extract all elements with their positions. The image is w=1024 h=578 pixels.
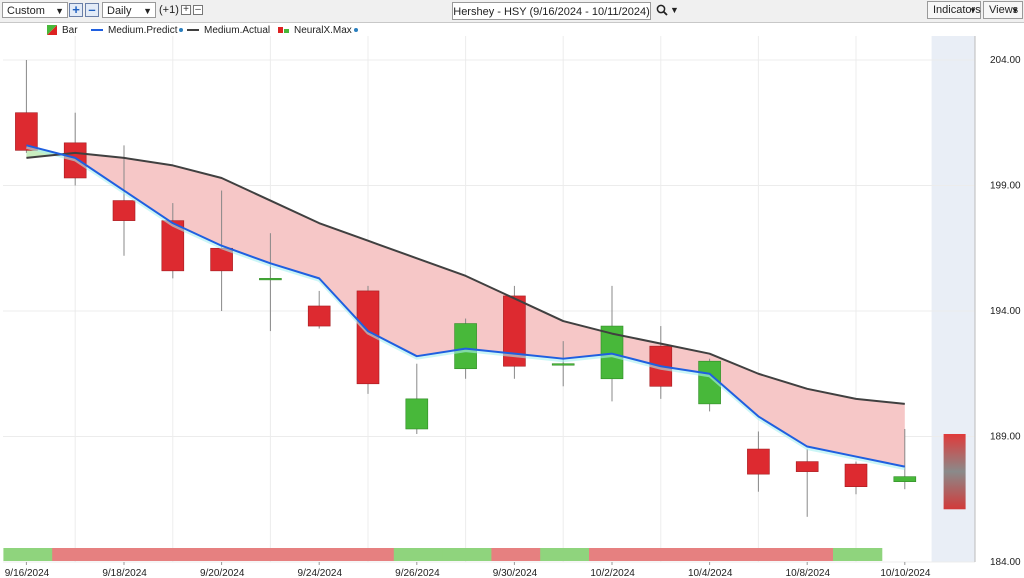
indicators-button[interactable]: Indicators ▼ (927, 1, 981, 19)
x-tick-label: 9/24/2024 (298, 568, 343, 578)
y-tick-label: 204.00 (990, 55, 1021, 66)
zoom-in-button[interactable]: + (69, 3, 83, 17)
info-dot-icon (179, 28, 184, 33)
candle-body (454, 323, 477, 370)
interval-value: Daily (107, 5, 132, 17)
candle-body (795, 461, 819, 472)
x-tick-label: 9/26/2024 (395, 568, 440, 578)
offset-plus-button[interactable]: + (181, 5, 191, 15)
signal-band-cell (198, 548, 248, 561)
signal-band-cell (833, 548, 883, 561)
x-tick-label: 9/16/2024 (5, 568, 50, 578)
candle-body (844, 463, 868, 487)
toolbar: Custom ▼ + – Daily ▼ (+1) + – Hershey - … (0, 0, 1024, 23)
candle-body (893, 476, 917, 482)
legend-item-neuralx-max[interactable]: NeuralX.Max (278, 25, 358, 36)
legend-item-medium-predict[interactable]: Medium.Predict (91, 25, 184, 36)
y-tick-label: 184.00 (990, 557, 1021, 568)
views-label: Views (989, 4, 1019, 16)
candle-body (307, 305, 331, 327)
y-tick-label: 199.00 (990, 181, 1021, 192)
signal-band-cell (149, 548, 200, 561)
signal-band-cell (247, 548, 297, 561)
x-tick-label: 10/10/2024 (880, 568, 930, 578)
chart-title: Hershey - HSY (9/16/2024 - 10/11/2024) (452, 2, 651, 20)
candle-body (747, 448, 770, 475)
forecast-range-bar (943, 433, 966, 510)
candle-body (112, 200, 136, 221)
candle-body (551, 363, 575, 366)
legend-item-bar[interactable]: Bar (47, 25, 78, 36)
x-tick-label: 9/30/2024 (493, 568, 538, 578)
candle-body (405, 398, 429, 430)
signal-band-cell (3, 548, 53, 561)
x-tick-label: 10/4/2024 (688, 568, 733, 578)
signal-band-cell (540, 548, 590, 561)
x-tick-label: 10/8/2024 (786, 568, 831, 578)
signal-band-cell (735, 548, 785, 561)
candle-body (503, 295, 526, 367)
chevron-down-icon: ▼ (1011, 6, 1019, 15)
candle-body (15, 112, 38, 151)
offset-minus-button[interactable]: – (193, 5, 203, 15)
signal-band-cell (296, 548, 346, 561)
period-value: Custom (7, 5, 45, 17)
signal-band-cell (345, 548, 395, 561)
signal-band-cell (637, 548, 688, 561)
fill-actual-above-predict (75, 152, 905, 467)
signal-band-cell (393, 548, 444, 561)
line-swatch-icon (187, 29, 199, 32)
signal-band-cell (784, 548, 834, 561)
fill-predict-above-actual (26, 145, 76, 158)
x-tick-label: 9/18/2024 (102, 568, 147, 578)
period-dropdown[interactable]: Custom ▼ (2, 2, 68, 18)
candle-body (259, 278, 282, 281)
interval-dropdown[interactable]: Daily ▼ (102, 2, 156, 18)
series-line-medium-predict (26, 144, 906, 468)
zoom-out-button[interactable]: – (85, 3, 99, 17)
chevron-down-icon: ▼ (969, 6, 977, 15)
signal-band-cell (589, 548, 639, 561)
neuralx-swatch-icon (278, 27, 289, 34)
candle-body (161, 220, 185, 272)
y-tick-label: 189.00 (990, 432, 1021, 443)
legend-item-medium-actual[interactable]: Medium.Actual (187, 25, 270, 36)
info-dot-icon (353, 28, 358, 33)
chevron-down-icon: ▼ (55, 6, 64, 16)
predict-glow (26, 145, 906, 471)
y-tick-label: 194.00 (990, 306, 1021, 317)
signal-band-cell (491, 548, 541, 561)
chevron-down-icon: ▼ (143, 6, 152, 16)
line-swatch-icon (91, 29, 103, 32)
signal-band-cell (101, 548, 151, 561)
offset-label: (+1) (159, 4, 179, 16)
signal-band-cell (52, 548, 102, 561)
candle-body (600, 325, 624, 380)
signal-band-cell (442, 548, 492, 561)
signal-band-cell (686, 548, 736, 561)
series-line-medium-actual (26, 151, 905, 405)
x-tick-label: 10/2/2024 (590, 568, 635, 578)
bar-swatch-icon (47, 25, 57, 36)
search-icon[interactable] (656, 4, 668, 16)
x-tick-label: 9/20/2024 (200, 568, 245, 578)
search-menu-chevron-icon[interactable]: ▼ (670, 5, 679, 15)
views-button[interactable]: Views ▼ (983, 1, 1023, 19)
indicators-label: Indicators (933, 4, 981, 16)
